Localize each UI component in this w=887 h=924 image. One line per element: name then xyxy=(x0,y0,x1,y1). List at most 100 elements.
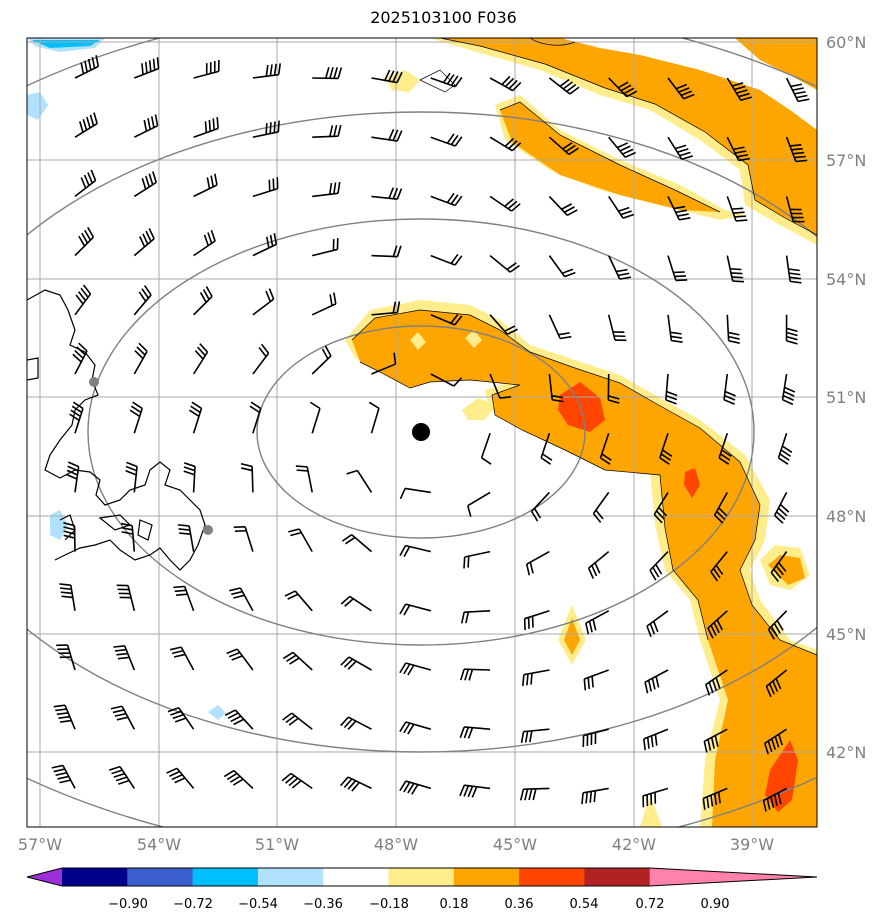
colorbar-tick-label: 0.90 xyxy=(701,897,730,912)
lat-label: 51°N xyxy=(826,388,866,407)
wind-barb-icon xyxy=(713,492,728,524)
wind-barb-icon xyxy=(480,432,492,465)
colorbar-tick-label: −0.36 xyxy=(303,897,343,912)
wind-barb-icon xyxy=(193,173,218,198)
wind-barb-icon xyxy=(653,491,669,524)
wind-barb-icon xyxy=(665,373,678,405)
wind-barb-icon xyxy=(765,669,788,698)
wind-barb-icon xyxy=(525,550,550,576)
wind-barb-icon xyxy=(59,583,76,611)
wind-barb-icon xyxy=(430,133,463,147)
wind-barb-icon xyxy=(166,767,195,789)
wind-barb-icon xyxy=(371,245,402,258)
wind-barb-icon xyxy=(785,255,802,284)
wind-barb-icon xyxy=(581,787,609,805)
wind-barb-icon xyxy=(129,401,143,434)
wind-barb-icon xyxy=(467,491,491,517)
wind-barb-icon xyxy=(371,352,397,375)
wind-barb-icon xyxy=(548,195,578,216)
colorbar xyxy=(26,867,818,887)
wind-barb-icon xyxy=(312,238,339,257)
shaded-field-blue-w xyxy=(27,92,48,120)
wind-barb-icon xyxy=(463,550,491,569)
wind-barb-icon xyxy=(223,769,254,789)
wind-barb-icon xyxy=(548,255,576,278)
wind-barb-icon xyxy=(399,487,431,500)
wind-barb-icon xyxy=(548,314,572,340)
colorbar-segment xyxy=(584,868,651,886)
wind-barb-icon xyxy=(585,610,610,635)
wind-barb-icon xyxy=(167,707,195,730)
shaded-field-south-edge xyxy=(640,795,662,827)
wind-barb-icon xyxy=(764,728,788,755)
wind-barb-icon xyxy=(340,595,372,612)
wind-barb-icon xyxy=(773,492,790,524)
lon-label: 51°W xyxy=(255,835,299,854)
wind-barb-icon xyxy=(252,343,270,375)
coastline xyxy=(27,38,576,571)
wind-barb-icon xyxy=(133,285,152,316)
wind-barb-icon xyxy=(288,528,313,552)
wind-barb-icon xyxy=(667,314,683,343)
wind-barb-icon xyxy=(646,610,669,638)
wind-barb-icon xyxy=(340,776,372,792)
wind-barb-icon xyxy=(489,373,512,399)
range-rings xyxy=(27,38,817,827)
wind-barb-icon xyxy=(548,136,579,156)
wind-barb-icon xyxy=(607,314,627,342)
wind-barb-icon xyxy=(368,401,380,434)
wind-barb-icon xyxy=(252,288,275,316)
lat-label: 60°N xyxy=(826,33,866,52)
colorbar-segment xyxy=(192,868,259,886)
wind-barb-icon xyxy=(767,610,788,640)
shaded-field-east-patch-core xyxy=(768,555,805,585)
lat-label: 48°N xyxy=(826,507,866,526)
lon-label: 42°W xyxy=(612,835,656,854)
wind-barb-icon xyxy=(133,342,148,375)
wind-barb-icon xyxy=(249,401,262,434)
wind-barb-icon xyxy=(340,716,372,730)
wind-barb-icon xyxy=(430,313,463,326)
wind-barb-icon xyxy=(72,342,88,375)
wind-barb-icon xyxy=(522,669,550,687)
wind-barb-icon xyxy=(53,704,76,730)
station-dot-icon xyxy=(89,377,99,387)
colorbar-tick-label: −0.72 xyxy=(173,897,213,912)
wind-barb-icon xyxy=(177,524,195,552)
wind-barb-icon xyxy=(770,551,788,583)
wind-barb-icon xyxy=(113,645,136,671)
wind-barb-icon xyxy=(193,117,219,138)
colorbar-tick-label: 0.54 xyxy=(570,897,599,912)
wind-barb-icon xyxy=(193,286,213,316)
colorbar-segment xyxy=(453,868,520,886)
wind-barb-icon xyxy=(399,721,432,735)
colorbar-segment xyxy=(519,868,585,886)
wind-barb-icon xyxy=(133,171,157,198)
colorbar-segment xyxy=(257,868,324,886)
colorbar-segment xyxy=(127,868,194,886)
map-plot-area xyxy=(27,38,817,827)
wind-barb-icon xyxy=(710,551,728,582)
wind-barb-icon xyxy=(460,610,491,624)
lat-label: 57°N xyxy=(826,151,866,170)
wind-barb-icon xyxy=(312,181,341,198)
colorbar-tick-label: 0.36 xyxy=(505,897,534,912)
colorbar-tick-label: −0.90 xyxy=(108,897,148,912)
wind-barb-icon xyxy=(371,301,401,316)
wind-barb-icon xyxy=(726,314,740,344)
wind-barb-icon xyxy=(284,590,313,612)
shaded-field-small-patch xyxy=(385,70,420,92)
wind-barb-icon xyxy=(582,728,609,748)
lon-label: 57°W xyxy=(18,835,62,854)
wind-barb-icon xyxy=(312,124,342,138)
wind-barb-icon xyxy=(667,136,693,161)
wind-barb-icon xyxy=(785,196,805,223)
wind-barb-icon xyxy=(226,648,254,671)
wind-barb-icon xyxy=(643,728,669,751)
wind-barb-icon xyxy=(229,587,254,612)
shaded-field-blue-coast xyxy=(50,510,68,540)
wind-barb-icon xyxy=(659,432,673,465)
wind-barb-icon xyxy=(430,192,463,207)
wind-barb-icon xyxy=(193,59,220,79)
